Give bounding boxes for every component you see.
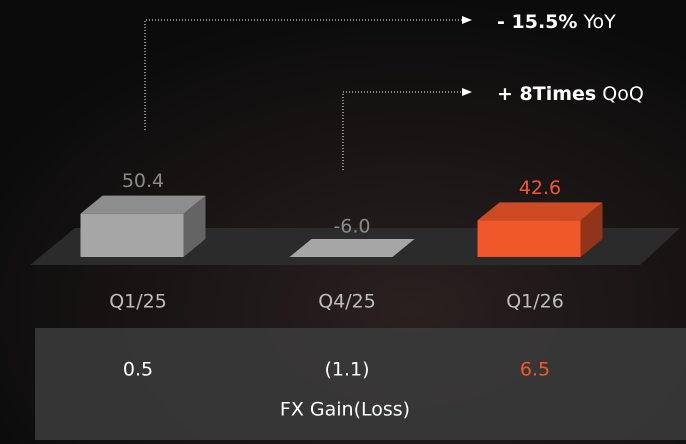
bar bbox=[80, 213, 184, 257]
bar-top bbox=[80, 195, 206, 214]
value-label: 50.4 bbox=[122, 170, 164, 192]
fx-value: (1.1) bbox=[324, 359, 369, 381]
connector-lines bbox=[144, 19, 462, 170]
fx-value: 6.5 bbox=[520, 359, 550, 381]
bar-side bbox=[183, 195, 206, 257]
bar bbox=[289, 239, 415, 257]
value-label: -6.0 bbox=[333, 216, 370, 238]
category-label: Q1/25 bbox=[109, 291, 167, 313]
bar-side bbox=[580, 202, 603, 257]
category-label: Q4/25 bbox=[318, 291, 376, 313]
fx-label: FX Gain(Loss) bbox=[280, 399, 410, 421]
arrow-head bbox=[462, 88, 472, 96]
value-label: 42.6 bbox=[519, 177, 561, 199]
annotation: + 8Times QoQ bbox=[497, 83, 644, 105]
category-label: Q1/26 bbox=[506, 291, 564, 313]
table-band bbox=[35, 328, 686, 440]
bar-top bbox=[477, 202, 603, 221]
arrow-head bbox=[462, 16, 472, 24]
annotation: - 15.5% YoY bbox=[497, 11, 616, 33]
fx-value: 0.5 bbox=[123, 359, 153, 381]
bar bbox=[477, 220, 581, 257]
